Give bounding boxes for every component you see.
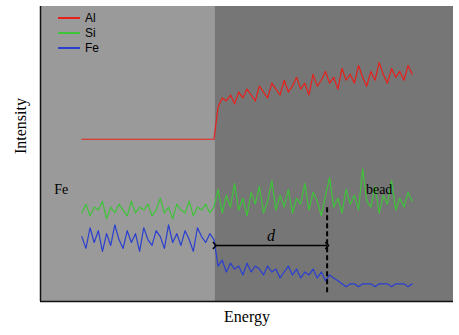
svg-text:d: d [267, 227, 276, 244]
svg-text:Intensity: Intensity [12, 98, 30, 154]
svg-text:bead: bead [366, 182, 392, 197]
html-text:Fe: Fe [85, 40, 99, 55]
html-text:Si: Si [85, 25, 96, 40]
svg-text:Energy: Energy [224, 308, 270, 326]
svg-text:Fe: Fe [54, 182, 68, 197]
html-text:Al: Al [85, 10, 96, 25]
